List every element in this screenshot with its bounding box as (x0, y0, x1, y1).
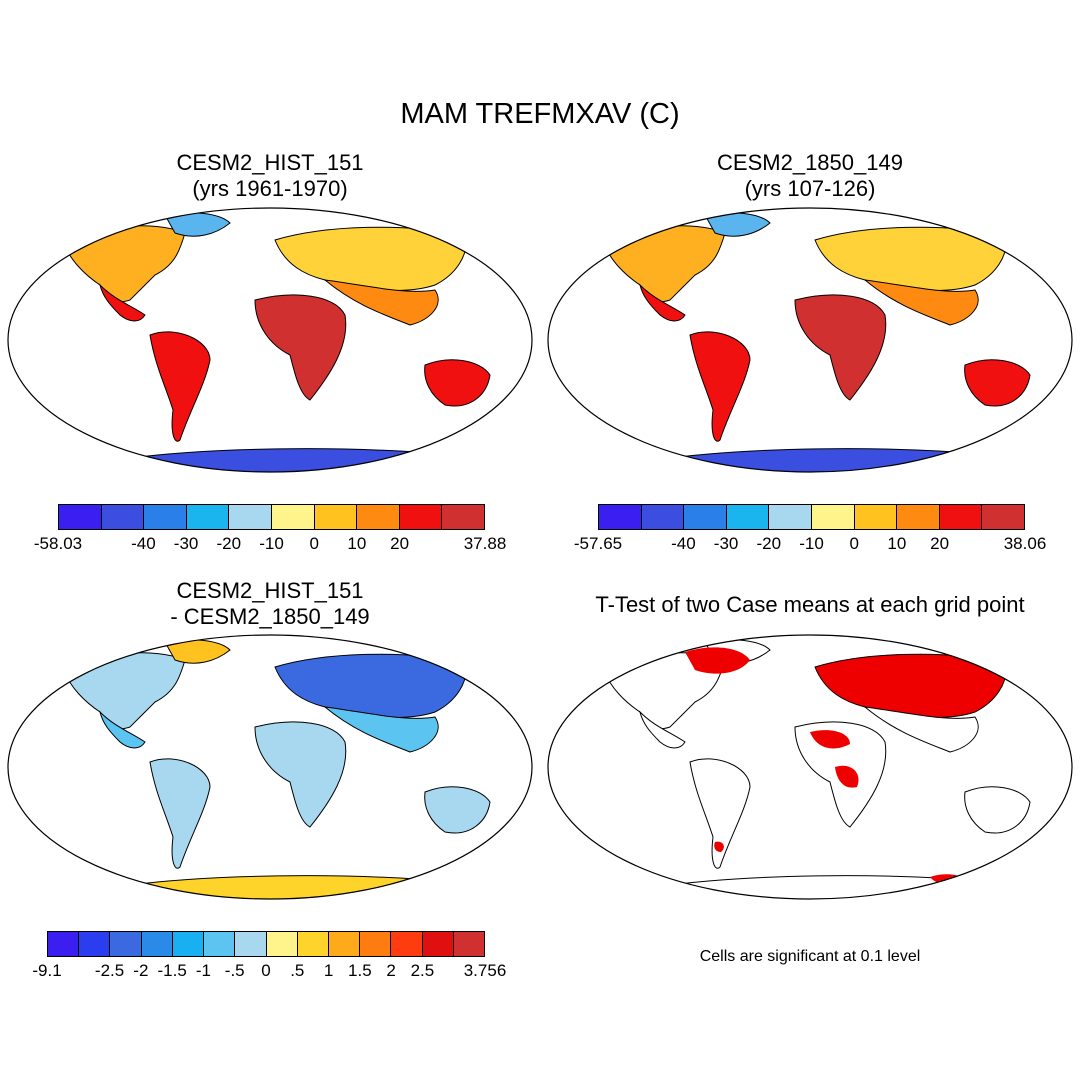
colorbar-swatch (453, 932, 485, 956)
panel3-colorbar: -9.1 -2.5 -2 -1.5 -1 -.5 0 .5 1 1.5 2 2.5 3.756 (32, 931, 506, 980)
colorbar-tick-label: 1 (323, 961, 334, 980)
panel1-title-line1: CESM2_HIST_151 (176, 150, 364, 175)
panel1-title-line2: (yrs 1961-1970) (192, 176, 348, 201)
colorbar-tick-label: -20 (756, 534, 782, 553)
colorbar-tick-label: -40 (671, 534, 696, 553)
colorbar-swatch (599, 505, 642, 529)
eurasia (274, 226, 467, 291)
panel4-title: T-Test of two Case means at each grid po… (595, 592, 1025, 617)
colorbar-swatch (271, 505, 315, 529)
colorbar-tick-label: 20 (390, 534, 410, 553)
figure-title: MAM TREFMXAV (C) (400, 98, 680, 130)
colorbar-tick-label: 37.88 (463, 534, 507, 553)
colorbar-swatch (391, 932, 423, 956)
colorbar-tick-label: -1 (195, 961, 211, 980)
africa (254, 294, 347, 401)
colorbar-tick-label: -20 (216, 534, 242, 553)
colorbar-tick-label: -30 (173, 534, 199, 553)
colorbar-swatch (144, 505, 187, 529)
south-america (149, 331, 211, 442)
panel2-title-line1: CESM2_1850_149 (717, 150, 903, 175)
colorbar-tick-label: 10 (347, 534, 367, 553)
colorbar-tick-label: -10 (799, 534, 824, 553)
colorbar-swatch (59, 505, 102, 529)
colorbar-swatch (204, 932, 236, 956)
colorbar-tick-label: 2 (386, 961, 396, 980)
colorbar-tick-label: -9.1 (32, 961, 62, 980)
colorbar-swatch (297, 932, 329, 956)
panel3-title-line2: - CESM2_1850_149 (170, 604, 370, 629)
colorbar-tick-label: .5 (290, 961, 305, 980)
colorbar-tick-label: -57.65 (573, 534, 623, 553)
panel3-map (7, 634, 533, 900)
panel4-map (547, 634, 1073, 900)
panel2-colorbar: -57.65 -40 -30 -20 -10 0 10 20 38.06 (574, 504, 1046, 553)
colorbar-tick-label: 38.06 (1003, 534, 1047, 553)
colorbar-swatch (939, 505, 983, 529)
colorbar-swatch (266, 932, 298, 956)
colorbar-swatch (141, 932, 173, 956)
australia (424, 359, 491, 407)
colorbar-swatch (811, 505, 855, 529)
colorbar-tick-label: -2 (133, 961, 149, 980)
panel3-title-line1: CESM2_HIST_151 (176, 578, 364, 603)
colorbar-swatch (229, 505, 272, 529)
colorbar-swatch (79, 932, 111, 956)
colorbar-tick-label: -.5 (224, 961, 245, 980)
colorbar-swatch (110, 932, 142, 956)
colorbar-tick-label: 0 (261, 961, 271, 980)
significance-note: Cells are significant at 0.1 level (699, 948, 921, 965)
colorbar-swatch (235, 932, 267, 956)
colorbar-tick-label: -1.5 (157, 961, 187, 980)
colorbar-tick-label: -30 (713, 534, 739, 553)
colorbar-swatch (357, 505, 400, 529)
colorbar-swatch (48, 932, 80, 956)
colorbar-tick-label: 1.5 (348, 961, 372, 980)
colorbar-tick-label: 0 (849, 534, 859, 553)
asia-south (323, 279, 439, 326)
colorbar-tick-label: -10 (259, 534, 284, 553)
panel3-title: CESM2_HIST_151 - CESM2_1850_149 (60, 578, 480, 630)
colorbar-swatch (328, 932, 361, 956)
colorbar-tick-label: 3.756 (463, 961, 507, 980)
panel2-map (547, 207, 1073, 473)
colorbar-swatch (684, 505, 727, 529)
panel1-title: CESM2_HIST_151 (yrs 1961-1970) (60, 150, 480, 202)
colorbar-swatch (897, 505, 940, 529)
colorbar-tick-label: -58.03 (33, 534, 83, 553)
colorbar-tick-label: -2.5 (94, 961, 125, 980)
colorbar-swatch (172, 932, 205, 956)
colorbar-tick-label: -40 (131, 534, 156, 553)
central-america (99, 283, 146, 322)
colorbar-swatch (726, 505, 770, 529)
colorbar-swatch (641, 505, 685, 529)
colorbar-swatch (769, 505, 812, 529)
colorbar-swatch (399, 505, 443, 529)
colorbar-swatch (854, 505, 898, 529)
panel1-colorbar: -58.03 -40 -30 -20 -10 0 10 20 37.88 (34, 504, 506, 553)
panel1-map (7, 207, 533, 473)
colorbar-tick-label: 2.5 (410, 961, 435, 980)
colorbar-swatch (442, 505, 484, 529)
panel2-title-line2: (yrs 107-126) (744, 176, 876, 201)
colorbar-swatch (314, 505, 358, 529)
colorbar-swatch (360, 932, 392, 956)
colorbar-swatch (982, 505, 1024, 529)
colorbar-swatch (186, 505, 230, 529)
panel2-title: CESM2_1850_149 (yrs 107-126) (600, 150, 1020, 202)
colorbar-swatch (422, 932, 454, 956)
colorbar-swatch (101, 505, 145, 529)
colorbar-tick-label: 10 (887, 534, 907, 553)
colorbar-tick-label: 20 (930, 534, 950, 553)
colorbar-tick-label: 0 (309, 534, 319, 553)
